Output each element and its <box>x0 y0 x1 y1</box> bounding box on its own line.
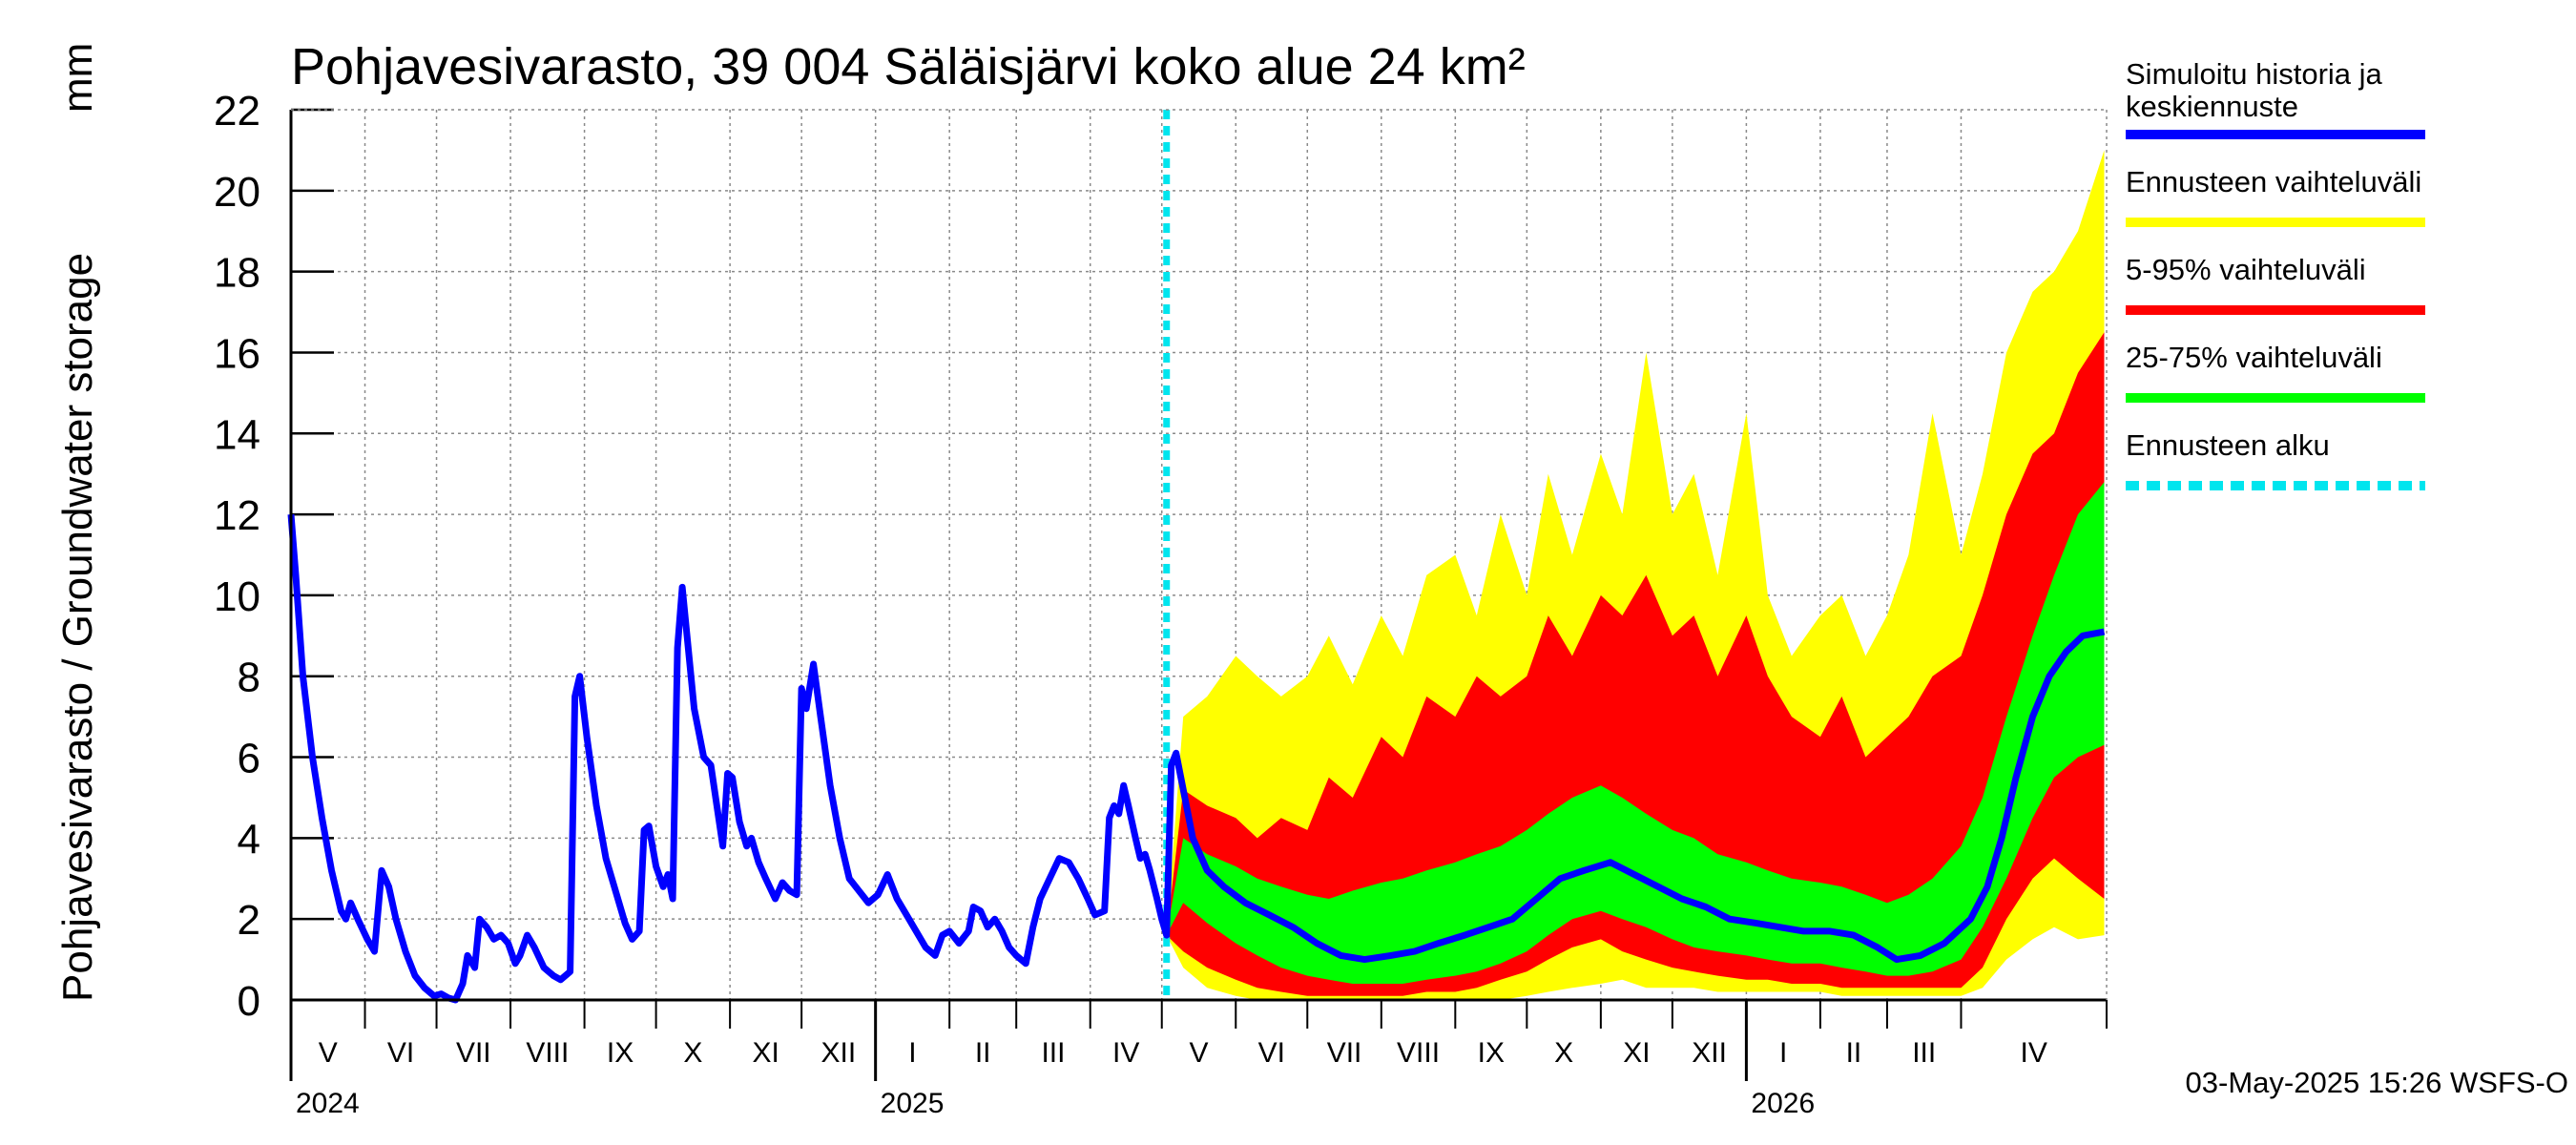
band-5-95-vaihteluv-li <box>1166 332 2105 996</box>
month-label: XI <box>1623 1037 1650 1069</box>
legend-label: Ennusteen alku <box>2126 428 2330 462</box>
month-label: III <box>1912 1037 1936 1069</box>
month-label: VII <box>1327 1037 1362 1069</box>
y-tick-label: 6 <box>238 736 260 782</box>
month-label: I <box>1779 1037 1787 1069</box>
month-label: X <box>683 1037 702 1069</box>
month-label: VI <box>387 1037 414 1069</box>
year-label: 2024 <box>296 1088 360 1119</box>
month-label: VIII <box>1397 1037 1440 1069</box>
band-25-75-vaihteluv-li <box>1166 482 2105 984</box>
legend-label: 25-75% vaihteluväli <box>2126 341 2382 374</box>
month-label: II <box>975 1037 991 1069</box>
month-label: VI <box>1258 1037 1285 1069</box>
y-tick-label: 22 <box>214 88 260 135</box>
y-tick-label: 12 <box>214 492 260 539</box>
y-tick-label: 2 <box>238 897 260 944</box>
month-label: V <box>319 1037 338 1069</box>
y-tick-label: 0 <box>238 978 260 1025</box>
month-label: III <box>1041 1037 1065 1069</box>
month-label: VIII <box>526 1037 569 1069</box>
footer-timestamp: 03-May-2025 15:26 WSFS-O <box>2186 1066 2568 1099</box>
year-label: 2025 <box>881 1088 945 1119</box>
y-tick-label: 16 <box>214 330 260 377</box>
main-series-line <box>287 513 2106 1004</box>
month-label: X <box>1554 1037 1573 1069</box>
legend-label: Simuloitu historia ja <box>2126 57 2383 91</box>
legend-label: Ennusteen vaihteluväli <box>2126 165 2421 198</box>
month-label: XII <box>821 1037 857 1069</box>
month-label: XI <box>752 1037 779 1069</box>
y-tick-label: 18 <box>214 250 260 297</box>
month-label: VII <box>456 1037 491 1069</box>
y-axis-label: Pohjavesivarasto / Groundwater storage <box>54 253 101 1002</box>
y-tick-label: 10 <box>214 573 260 620</box>
year-label: 2026 <box>1751 1088 1815 1119</box>
month-label: IX <box>607 1037 634 1069</box>
month-label: XII <box>1692 1037 1727 1069</box>
month-label: IV <box>1112 1037 1139 1069</box>
month-label: IV <box>2021 1037 2047 1069</box>
legend-label: keskiennuste <box>2126 90 2298 123</box>
y-axis-unit: mm <box>54 43 101 113</box>
legend-label: 5-95% vaihteluväli <box>2126 253 2366 286</box>
month-label: IX <box>1478 1037 1505 1069</box>
chart-title: Pohjavesivarasto, 39 004 Säläisjärvi kok… <box>291 38 1526 95</box>
y-tick-label: 20 <box>214 169 260 216</box>
y-tick-label: 8 <box>238 655 260 701</box>
y-tick-label: 14 <box>214 411 260 458</box>
month-label: II <box>1846 1037 1862 1069</box>
month-label: V <box>1189 1037 1208 1069</box>
month-label: I <box>908 1037 916 1069</box>
y-tick-label: 4 <box>238 816 260 863</box>
